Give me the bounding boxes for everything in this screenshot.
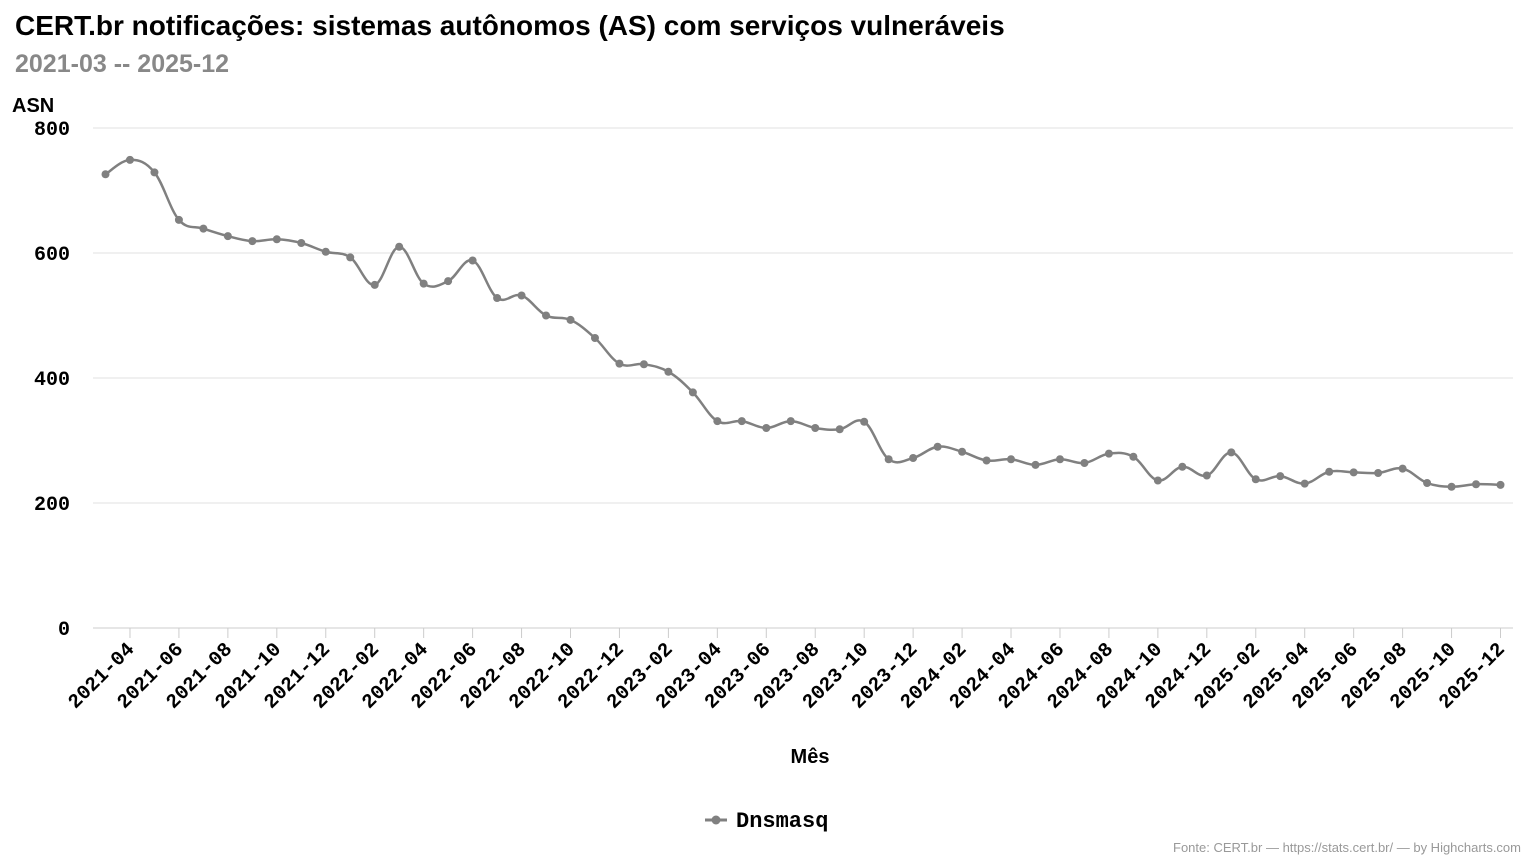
data-point[interactable] <box>1178 462 1187 471</box>
data-point[interactable] <box>1055 455 1064 464</box>
data-point[interactable] <box>297 239 306 247</box>
data-point[interactable] <box>1349 468 1358 477</box>
data-point[interactable] <box>762 424 771 432</box>
data-point[interactable] <box>370 280 379 289</box>
data-point[interactable] <box>1423 479 1432 487</box>
data-point[interactable] <box>737 417 746 426</box>
data-point[interactable] <box>1007 455 1016 464</box>
data-point[interactable] <box>1104 449 1113 458</box>
data-point[interactable] <box>615 359 624 368</box>
data-point[interactable] <box>248 237 257 246</box>
data-point[interactable] <box>1153 476 1162 485</box>
data-point[interactable] <box>786 417 795 426</box>
legend-marker-icon <box>711 815 721 825</box>
data-point[interactable] <box>1251 475 1260 484</box>
data-point[interactable] <box>713 417 722 426</box>
data-point[interactable] <box>1300 479 1309 488</box>
data-point[interactable] <box>1472 480 1481 489</box>
y-tick-label: 600 <box>34 244 70 267</box>
data-point[interactable] <box>542 311 551 320</box>
data-point[interactable] <box>860 417 869 426</box>
data-point[interactable] <box>688 388 697 397</box>
data-point[interactable] <box>1276 472 1285 481</box>
data-point[interactable] <box>468 256 477 265</box>
chart-subtitle: 2021-03 -- 2025-12 <box>15 50 230 78</box>
y-tick-label: 200 <box>34 494 70 517</box>
series-dnsmasq <box>101 155 1505 491</box>
data-point[interactable] <box>933 442 942 451</box>
data-point[interactable] <box>517 291 526 300</box>
data-point[interactable] <box>566 315 575 324</box>
data-point[interactable] <box>395 242 404 251</box>
credits-link[interactable]: Fonte: CERT.br — https://stats.cert.br/ … <box>1173 840 1521 855</box>
y-tick-label: 400 <box>34 369 70 392</box>
data-point[interactable] <box>982 456 991 465</box>
data-point[interactable] <box>835 425 844 434</box>
y-axis-ticks: 0 200 400 600 800 <box>34 119 70 642</box>
data-point[interactable] <box>199 224 208 233</box>
data-point[interactable] <box>811 424 820 432</box>
data-point[interactable] <box>419 279 428 288</box>
y-tick-label: 0 <box>58 619 70 642</box>
data-point[interactable] <box>1080 459 1089 467</box>
data-point[interactable] <box>493 294 502 302</box>
data-point[interactable] <box>1129 452 1138 461</box>
series-line <box>104 158 1501 489</box>
data-point[interactable] <box>639 360 648 369</box>
data-point[interactable] <box>321 247 330 256</box>
data-point[interactable] <box>1496 480 1505 489</box>
data-point[interactable] <box>884 455 893 464</box>
data-point[interactable] <box>1447 482 1456 491</box>
data-point[interactable] <box>150 168 159 177</box>
legend-item-dnsmasq[interactable]: Dnsmasq <box>736 809 828 834</box>
data-point[interactable] <box>1227 448 1236 457</box>
data-point[interactable] <box>909 454 918 462</box>
x-axis-ticks: 2021-042021-062021-082021-102021-122022-… <box>64 628 1510 714</box>
data-point[interactable] <box>1374 469 1383 477</box>
y-axis-title: ASN <box>12 95 54 117</box>
data-point[interactable] <box>1325 467 1334 476</box>
data-point[interactable] <box>272 235 281 244</box>
data-point[interactable] <box>664 367 673 376</box>
data-point[interactable] <box>958 447 967 456</box>
data-point[interactable] <box>125 155 134 164</box>
gridlines <box>93 127 1513 504</box>
legend[interactable]: Dnsmasq <box>705 809 828 834</box>
x-axis-title: Mês <box>791 746 830 768</box>
data-point[interactable] <box>101 170 110 179</box>
data-point[interactable] <box>223 232 232 241</box>
data-point[interactable] <box>174 215 183 224</box>
data-point[interactable] <box>346 253 355 262</box>
data-point[interactable] <box>590 334 599 342</box>
data-point[interactable] <box>1202 471 1211 480</box>
data-point[interactable] <box>444 277 453 286</box>
data-point[interactable] <box>1031 460 1040 469</box>
y-tick-label: 800 <box>34 119 70 142</box>
data-point[interactable] <box>1398 464 1407 473</box>
chart-title: CERT.br notificações: sistemas autônomos… <box>15 10 1005 41</box>
